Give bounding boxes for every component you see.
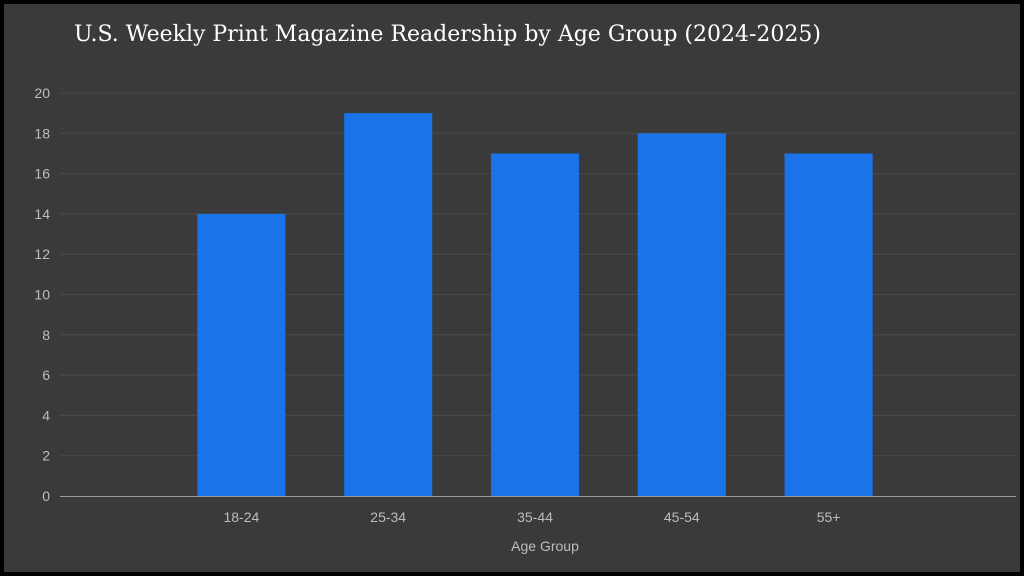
y-tick-label: 4 (42, 407, 50, 423)
x-tick-label: 18-24 (223, 509, 259, 525)
x-tick-label: 35-44 (517, 509, 553, 525)
bar-55+ (784, 153, 873, 496)
bars (197, 113, 873, 497)
bar-35-44 (490, 153, 580, 496)
x-tick-label: 45-54 (664, 509, 700, 525)
y-tick-label: 14 (34, 206, 50, 222)
x-tick-label: 25-34 (370, 509, 406, 525)
x-tick-labels: 18-24 25-34 35-44 45-54 55+ (223, 509, 840, 525)
y-tick-label: 12 (34, 246, 50, 262)
y-tick-label: 10 (34, 287, 50, 303)
y-tick-label: 20 (34, 85, 50, 101)
y-tick-label: 16 (34, 166, 50, 182)
bar-chart: 0 2 4 6 8 10 12 14 16 18 20 18-24 25-34 35-44 45-54 55… (34, 85, 1016, 554)
x-tick-label: 55+ (817, 509, 841, 525)
bar-45-54 (637, 133, 726, 497)
x-axis-title: Age Group (511, 538, 579, 554)
y-tick-label: 0 (42, 488, 50, 504)
bar-25-34 (344, 113, 433, 497)
bar-18-24 (197, 213, 286, 496)
y-tick-label: 6 (42, 367, 50, 383)
y-tick-labels: 0 2 4 6 8 10 12 14 16 18 20 (34, 85, 50, 504)
chart-title: U.S. Weekly Print Magazine Readership by… (74, 22, 821, 47)
y-tick-label: 18 (34, 125, 50, 141)
y-tick-label: 2 (42, 448, 50, 464)
y-tick-label: 8 (42, 327, 50, 343)
